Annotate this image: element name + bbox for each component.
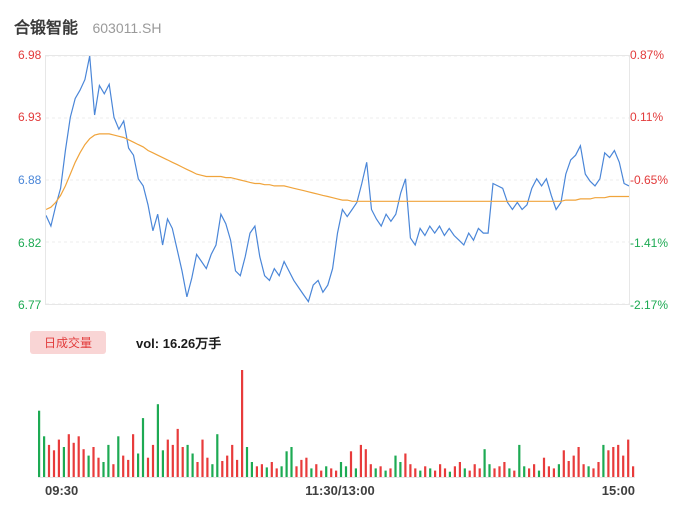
pct-tick-3: -0.65% [630,173,669,187]
price-tick-3: 6.88 [18,173,42,187]
stock-code: 603011.SH [92,20,162,36]
volume-tab[interactable]: 日成交量 [30,330,107,354]
price-tick-5: 6.77 [18,298,42,312]
volume-header: 日成交量 vol: 16.26万手 [30,330,222,354]
pct-tick-1: 0.87% [630,48,665,62]
volume-chart-canvas[interactable] [38,368,635,478]
stock-name: 合锻智能 [14,20,79,37]
header: 合锻智能 603011.SH [14,14,161,38]
price-tick-1: 6.98 [18,48,42,62]
time-label-close: 15:00 [601,483,635,498]
price-chart-canvas[interactable] [45,55,630,305]
pct-tick-5: -2.17% [630,298,669,312]
pct-tick-4: -1.41% [630,236,669,250]
price-tick-4: 6.82 [18,236,42,250]
time-label-noon: 11:30/13:00 [305,483,375,498]
price-tick-2: 6.93 [18,110,42,124]
volume-total-label: vol: 16.26万手 [136,335,222,351]
time-label-open: 09:30 [45,483,79,498]
pct-tick-2: 0.11% [630,110,664,124]
